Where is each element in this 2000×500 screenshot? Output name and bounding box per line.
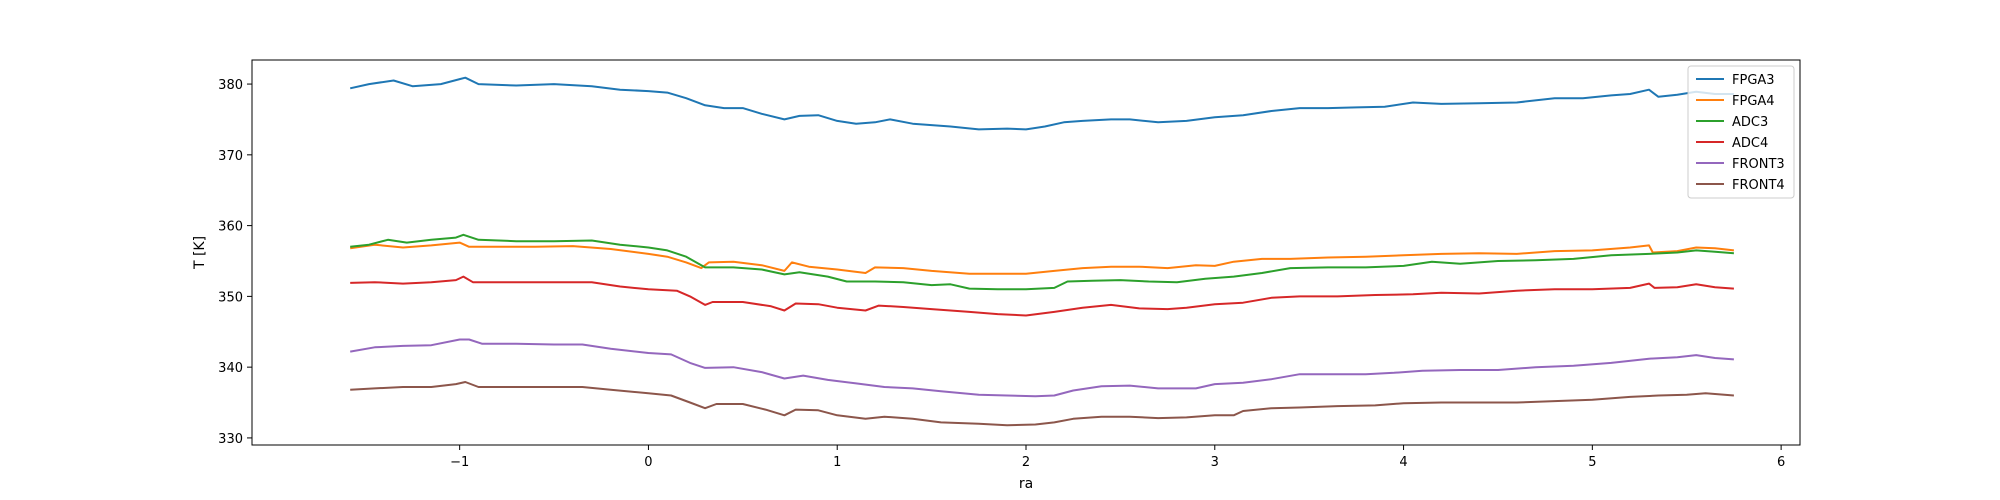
x-axis-label: ra <box>1019 476 1033 492</box>
legend-label-front3: FRONT3 <box>1732 157 1785 172</box>
legend-label-fpga3: FPGA3 <box>1732 73 1775 88</box>
series-line-fpga3 <box>349 76 1734 131</box>
y-tick-label: 360 <box>218 220 243 235</box>
y-tick-label: 380 <box>218 78 243 93</box>
series-line-front4 <box>350 381 1734 427</box>
legend-label-fpga4: FPGA4 <box>1732 94 1775 109</box>
legend-label-front4: FRONT4 <box>1732 178 1785 193</box>
y-tick-label: 340 <box>218 361 243 376</box>
legend-label-adc4: ADC4 <box>1732 136 1768 151</box>
x-tick-label: 5 <box>1588 455 1596 470</box>
series-line-fpga4 <box>350 241 1735 275</box>
x-tick-label: 0 <box>644 455 652 470</box>
y-tick-label: 370 <box>218 149 243 164</box>
y-tick-label: 350 <box>218 290 243 305</box>
legend: FPGA3 FPGA4 ADC3 ADC4 FRONT3 FRONT4 <box>1687 65 1795 199</box>
x-tick-label: 6 <box>1777 455 1785 470</box>
y-axis-label: T [K] <box>192 236 208 270</box>
series-line-adc4 <box>350 275 1734 317</box>
x-tick-label: 3 <box>1211 455 1219 470</box>
series-layer <box>349 76 1735 427</box>
legend-label-adc3: ADC3 <box>1732 115 1768 130</box>
x-tick-label: 2 <box>1022 455 1030 470</box>
x-tick-label: −1 <box>450 455 469 470</box>
axes: −1 0 1 2 3 4 5 6 330 340 350 360 370 380 <box>218 59 1801 470</box>
series-line-adc3 <box>350 233 1734 291</box>
y-tick-label: 330 <box>218 432 243 447</box>
x-tick-label: 1 <box>833 455 841 470</box>
x-tick-label: 4 <box>1399 455 1407 470</box>
series-line-front3 <box>350 338 1734 398</box>
